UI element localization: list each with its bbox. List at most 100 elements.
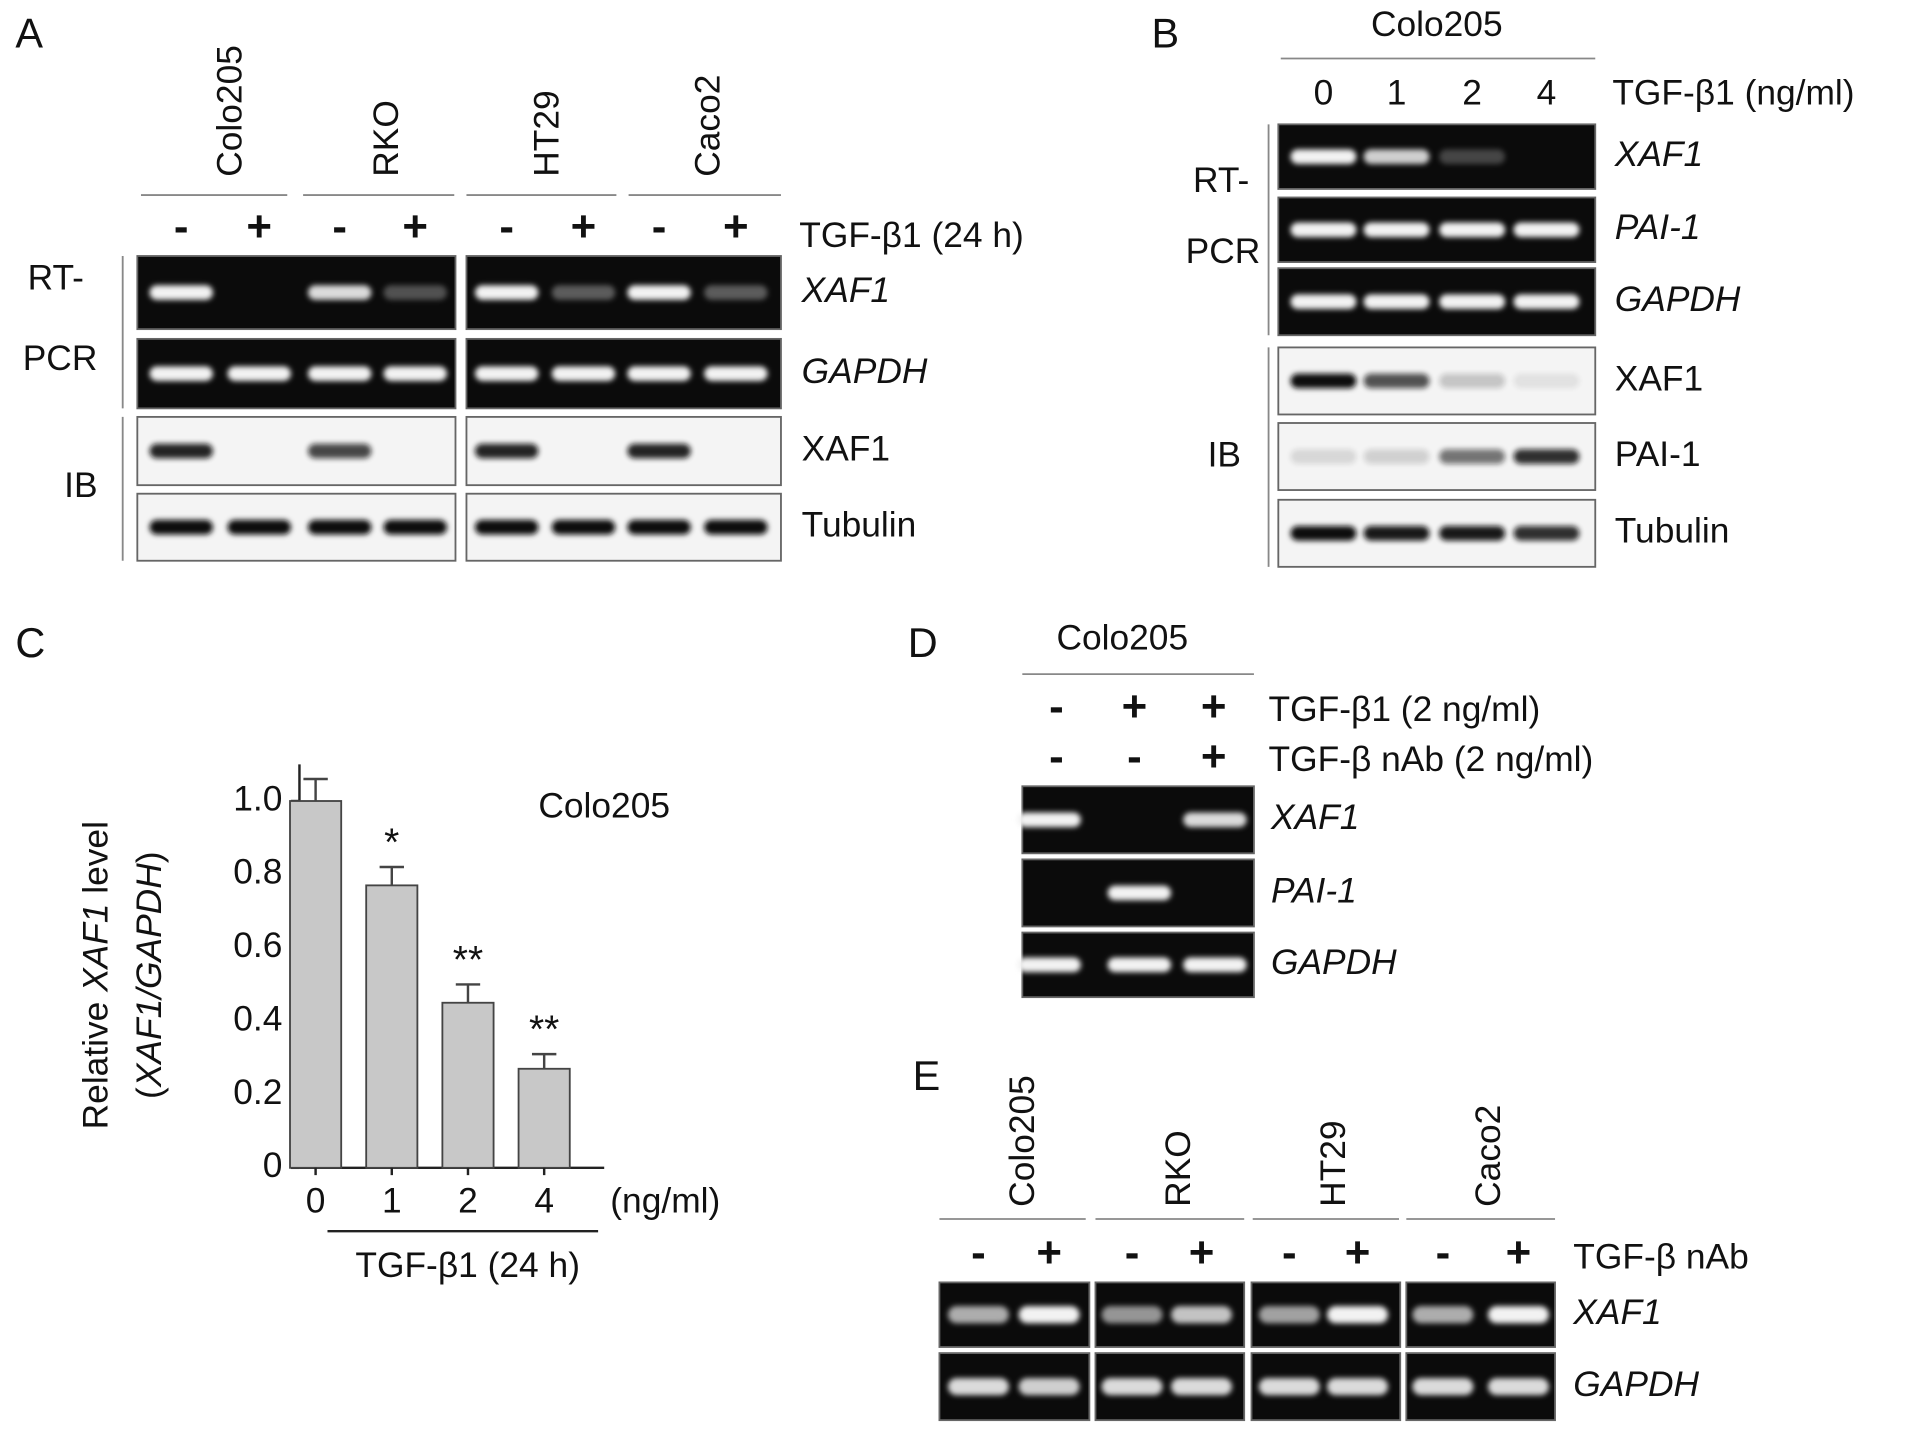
band [1290,222,1357,238]
band [947,1306,1009,1324]
band [1258,1378,1320,1396]
y-tick-label: 0 [263,1146,283,1185]
row-label: GAPDH [802,352,928,391]
treatment-label: TGF-β1 (24 h) [799,216,1024,255]
row-label: GAPDH [1615,280,1741,319]
cell-line: Colo205 [211,45,250,177]
annotation: Colo205 [538,787,670,826]
x-tick-label: 1 [382,1182,402,1221]
bar [441,1001,495,1169]
panel-label: A [15,10,43,57]
band [704,519,768,535]
band [1363,294,1430,310]
band [1363,449,1430,464]
band [1171,1306,1232,1324]
row-label: PAI-1 [1615,208,1701,247]
band [1290,294,1357,310]
x-unit: (ng/ml) [610,1182,720,1221]
y-tick-label: 0.8 [233,853,282,892]
band [1412,1306,1474,1324]
y-label-part: XAF1 [77,904,116,993]
row-label: XAF1 [802,429,890,468]
cell-line: Colo205 [1371,5,1503,44]
band [1018,1306,1080,1324]
sign: - [1436,1228,1451,1277]
sign: + [571,202,597,251]
band [551,366,616,381]
dose-label: 1 [1387,73,1407,112]
row-label: XAF1 [1615,359,1703,398]
band [1363,373,1430,389]
treatment-label: TGF-β nAb [1573,1238,1748,1277]
band [227,519,291,535]
sign: + [1189,1228,1215,1277]
x-tick-label: 2 [458,1182,478,1221]
y-label: (XAF1/GAPDH) [130,851,169,1098]
band [1290,449,1357,464]
row-label: XAF1 [801,271,890,310]
error-bar [455,983,481,1003]
cell-line: RKO [1159,1130,1198,1207]
sign: - [652,202,667,251]
band [1513,526,1580,541]
sign: + [1345,1228,1371,1277]
cell-line: RKO [367,100,406,177]
y-label-part: ( [130,1087,169,1099]
group-label: RT- [1193,161,1249,200]
band [1487,1306,1549,1324]
band [474,519,539,535]
row-label: XAF1 [1270,798,1359,837]
dose-label: 0 [1314,73,1334,112]
band [627,443,691,459]
band [383,366,447,381]
band [1327,1378,1389,1396]
band [149,285,213,300]
band [1363,149,1430,164]
dose-label: 2 [1462,73,1482,112]
band [1017,957,1081,973]
treatment-label: TGF-β nAb (2 ng/ml) [1269,740,1594,779]
band [1412,1378,1474,1396]
y-label-part: ) [130,851,169,863]
band [704,285,768,300]
row-label: GAPDH [1271,943,1397,982]
sign: + [246,202,272,251]
row-label: PAI-1 [1615,435,1701,474]
row-label: GAPDH [1573,1365,1699,1404]
band [149,443,213,459]
band [1290,373,1357,389]
band [1327,1306,1389,1324]
sign: - [1049,682,1064,731]
sign: - [174,202,189,251]
band [1439,294,1506,310]
x-tick-label: 4 [534,1182,554,1221]
sign: + [402,202,428,251]
band [307,519,372,535]
band [149,519,213,535]
band [1107,885,1172,901]
sign: - [332,202,347,251]
group-label: IB [64,466,97,505]
band [474,285,539,300]
band [551,519,616,535]
y-tick-label: 0.2 [233,1073,282,1112]
band [1018,1378,1080,1396]
band [1439,526,1506,541]
sign: - [1127,732,1142,781]
band [227,366,291,381]
bar [517,1067,571,1169]
significance: * [384,821,399,864]
sign: + [1506,1228,1532,1277]
group-label: RT- [28,259,84,298]
treatment-label: TGF-β1 (2 ng/ml) [1269,690,1541,729]
sign: + [1036,1228,1062,1277]
band [149,366,213,381]
row-label: XAF1 [1572,1293,1661,1332]
y-label-part: XAF1/GAPDH [130,863,169,1088]
band [627,519,691,535]
panel-label: D [908,619,938,666]
group-label: IB [1208,435,1241,474]
bar [365,884,419,1169]
cell-line: Colo205 [1056,618,1188,657]
